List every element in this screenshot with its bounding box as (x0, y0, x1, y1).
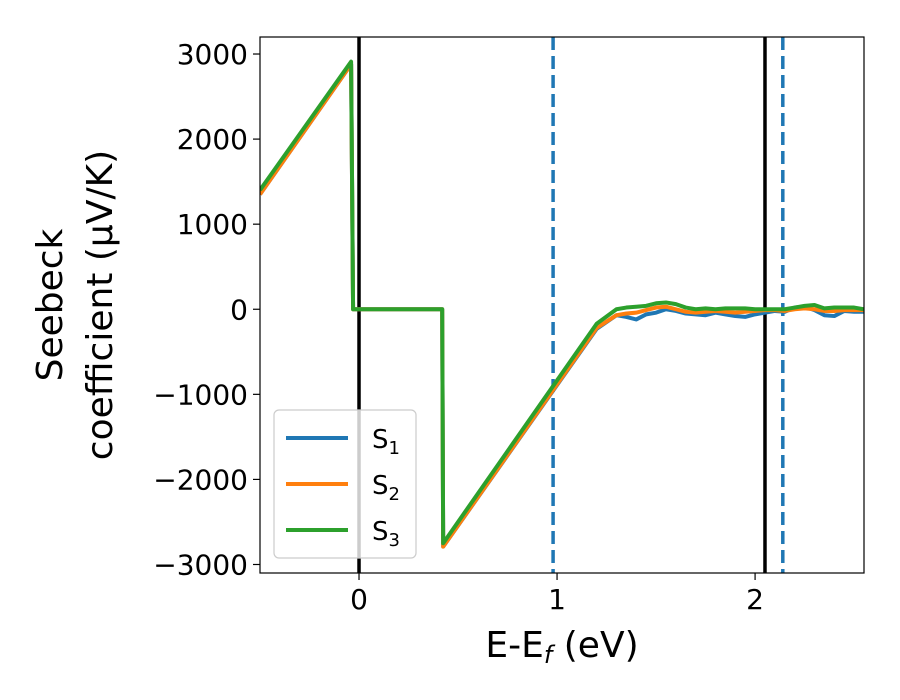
y-tick-label: 1000 (177, 208, 248, 241)
x-tick-label: 0 (350, 583, 368, 616)
x-axis-label-unit: (eV) (552, 625, 638, 666)
legend-item-1: S1 (286, 425, 400, 459)
y-tick-label: −1000 (153, 378, 248, 411)
legend-item-3: S3 (286, 517, 400, 551)
plot-clip-group (260, 37, 864, 573)
series-line-3 (260, 59, 864, 546)
plot-area (260, 37, 864, 573)
y-tick-label: 2000 (177, 123, 248, 156)
legend-label-main: S (372, 517, 389, 547)
y-axis-label-line2: coefficient (μV/K) (80, 150, 121, 460)
y-tick-label: 0 (230, 293, 248, 326)
legend-label: S2 (372, 471, 400, 505)
x-axis-label: E-Ef (eV) (485, 625, 638, 669)
legend-label-main: S (372, 425, 389, 455)
legend-label-subscript: 1 (389, 438, 400, 459)
axes-frame (259, 36, 865, 574)
legend-label-subscript: 3 (389, 530, 400, 551)
y-tick-label: −2000 (153, 463, 248, 496)
y-axis-label-line1: Seebeck (30, 228, 71, 381)
y-tick-label: −3000 (153, 548, 248, 581)
y-tick-label: 3000 (177, 38, 248, 71)
legend-item-2: S2 (286, 471, 400, 505)
series-line-2 (260, 62, 864, 549)
ticks: 0 1 2 3000 2000 1000 0 −1000 −2000 −3000 (153, 38, 764, 616)
legend-label: S3 (372, 517, 400, 551)
x-tick-label: 2 (746, 583, 764, 616)
x-axis-label-main: E-E (485, 625, 543, 666)
legend-label-main: S (372, 471, 389, 501)
legend-label-subscript: 2 (389, 484, 400, 505)
x-tick-label: 1 (548, 583, 566, 616)
y-axis-label: Seebeck coefficient (μV/K) (30, 150, 121, 460)
legend-label: S1 (372, 425, 400, 459)
